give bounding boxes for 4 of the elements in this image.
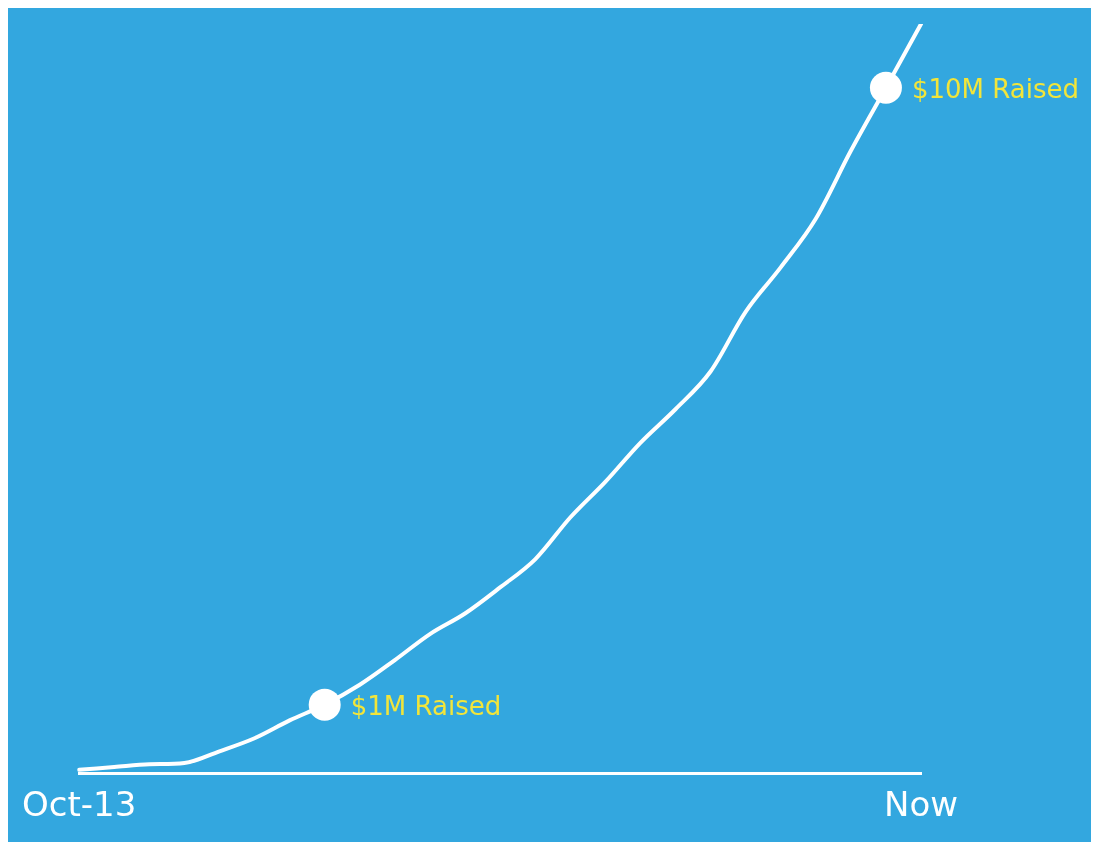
x-tick-label: Now [883, 784, 959, 825]
x-tick-label: Oct-13 [22, 784, 137, 825]
data-label: $1M Raised [350, 691, 502, 722]
data-label: $10M Raised [911, 74, 1079, 105]
